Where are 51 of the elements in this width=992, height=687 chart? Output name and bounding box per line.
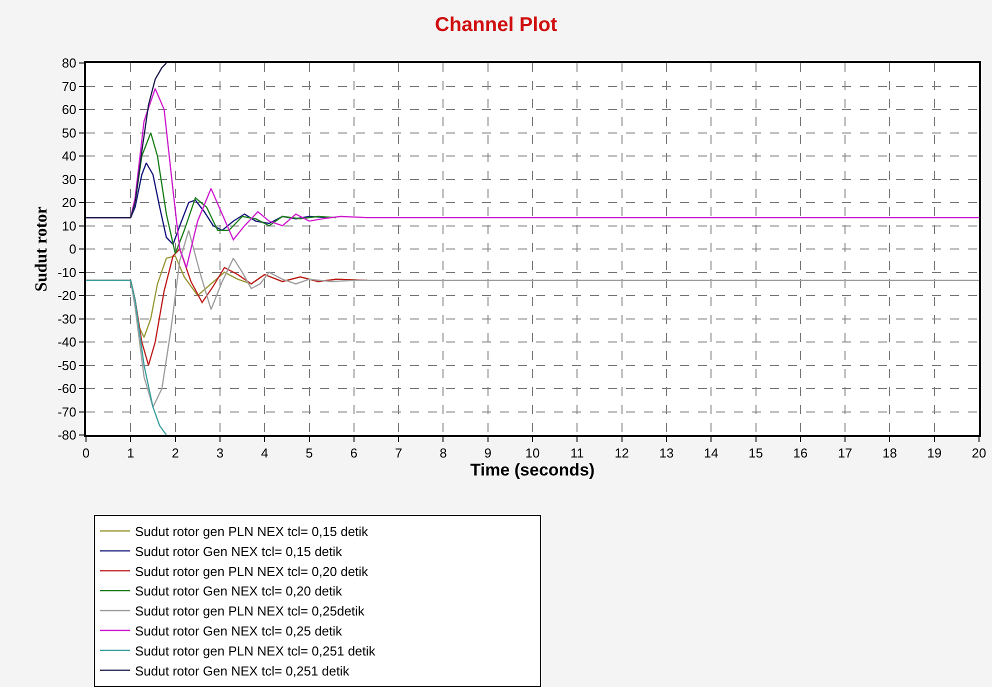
x-tick-label: 3	[216, 446, 224, 461]
y-tick-label: -60	[58, 381, 76, 396]
legend-label: Sudut rotor Gen NEX tcl= 0,15 detik	[135, 544, 343, 559]
legend-label: Sudut rotor Gen NEX tcl= 0,20 detik	[135, 584, 343, 599]
y-tick-label: 70	[62, 78, 76, 94]
x-tick-label: 2	[172, 446, 179, 461]
y-tick-label: 50	[62, 125, 76, 140]
y-tick-label: 40	[62, 148, 76, 164]
y-tick-label: -70	[58, 404, 76, 420]
y-axis-title: Sudut rotor	[32, 206, 51, 292]
legend-label: Sudut rotor gen PLN NEX tcl= 0,20 detik	[135, 564, 369, 579]
x-tick-label: 10	[525, 446, 540, 461]
x-tick-label: 0	[82, 446, 90, 461]
y-tick-label: 10	[62, 218, 76, 234]
y-tick-label: -40	[58, 334, 76, 350]
x-tick-label: 14	[704, 446, 718, 461]
x-tick-label: 15	[748, 446, 763, 461]
x-tick-label: 6	[350, 446, 358, 461]
x-tick-label: 9	[484, 446, 492, 461]
x-tick-label: 12	[614, 446, 630, 461]
y-tick-label: -20	[58, 288, 76, 304]
x-tick-label: 5	[306, 446, 313, 461]
line-series	[86, 280, 168, 435]
x-tick-label: 8	[440, 446, 447, 461]
legend-label: Sudut rotor gen PLN NEX tcl= 0,25detik	[135, 604, 365, 619]
line-series	[86, 63, 168, 218]
x-tick-label: 1	[127, 446, 134, 461]
x-tick-label: 7	[394, 446, 402, 461]
x-tick-label: 4	[260, 446, 268, 461]
y-tick-label: 0	[69, 242, 76, 257]
x-tick-label: 18	[882, 446, 897, 461]
y-tick-label: -50	[58, 358, 76, 373]
legend-label: Sudut rotor Gen NEX tcl= 0,25 detik	[135, 624, 343, 639]
x-tick-label: 17	[838, 446, 852, 461]
y-tick-label: 30	[62, 172, 76, 187]
y-tick-label: -80	[58, 428, 76, 443]
x-tick-label: 16	[793, 446, 808, 461]
y-tick-label: -10	[58, 264, 76, 280]
x-tick-label: 11	[570, 446, 584, 461]
y-tick-label: 80	[62, 56, 76, 71]
y-tick-label: -30	[58, 311, 76, 326]
y-tick-label: 20	[62, 195, 76, 210]
legend-label: Sudut rotor gen PLN NEX tcl= 0,251 detik	[135, 643, 376, 658]
x-axis-title: Time (seconds)	[470, 460, 595, 480]
legend-label: Sudut rotor Gen NEX tcl= 0,251 detik	[135, 663, 350, 678]
x-tick-label: 13	[659, 446, 674, 461]
chart-title: Channel Plot	[434, 14, 558, 36]
legend-label: Sudut rotor gen PLN NEX tcl= 0,15 detik	[135, 524, 369, 540]
x-tick-label: 19	[927, 446, 942, 461]
y-tick-label: 60	[62, 102, 76, 118]
x-tick-label: 20	[972, 446, 986, 461]
